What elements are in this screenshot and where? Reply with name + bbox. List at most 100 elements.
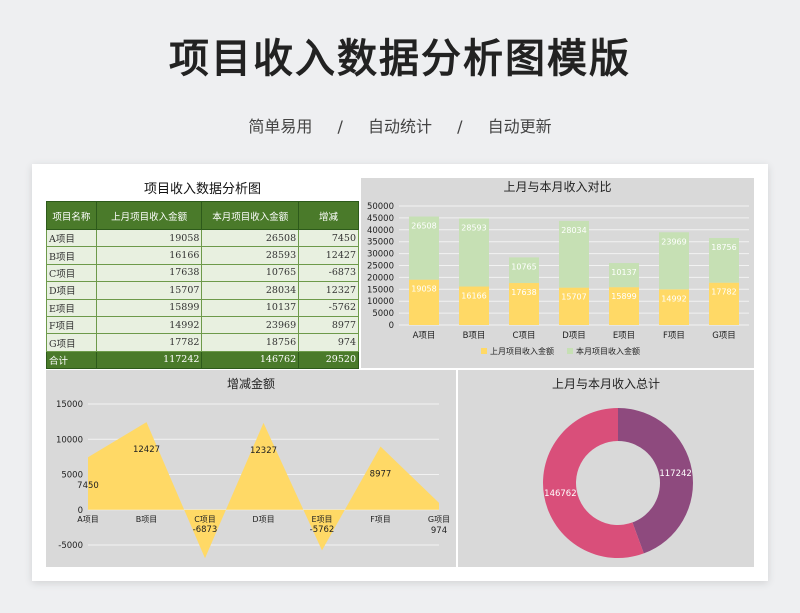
y-tick-label: 50000 bbox=[367, 202, 394, 212]
cell-name: B项目 bbox=[46, 246, 97, 265]
data-table: 项目名称 上月项目收入金额 本月项目收入金额 增减 A项目 19058 26508 7… bbox=[46, 201, 359, 370]
y-tick-label: 30000 bbox=[367, 250, 394, 260]
cell-last: 15707 bbox=[95, 281, 203, 300]
donut-chart-title: 上月与本月收入总计 bbox=[551, 377, 660, 391]
bar bbox=[459, 218, 489, 287]
data-label: 974 bbox=[431, 526, 447, 536]
donut-chart-box: 上月与本月收入总计 117242 146762 bbox=[458, 370, 754, 567]
data-label: 8977 bbox=[370, 469, 392, 479]
cell-this: 10765 bbox=[201, 263, 300, 283]
cell-this: 18756 bbox=[201, 333, 300, 352]
cell-this: 28593 bbox=[201, 246, 300, 265]
table-row: E项目 15899 10137 -5762 bbox=[46, 298, 359, 317]
cell-last: 15899 bbox=[95, 298, 203, 317]
tag-auto-update: 自动更新 bbox=[487, 117, 552, 136]
bar-value-label: 28034 bbox=[561, 226, 586, 235]
cell-diff: 8977 bbox=[298, 315, 359, 335]
y-tick-label: 0 bbox=[78, 506, 83, 516]
slice-label: 146762 bbox=[544, 489, 576, 499]
area-fill bbox=[88, 422, 439, 559]
cell-last: 19058 bbox=[95, 228, 203, 248]
cell-name: D项目 bbox=[46, 281, 97, 300]
tag-easy: 简单易用 bbox=[248, 117, 313, 136]
table-row: A项目 19058 26508 7450 bbox=[46, 228, 359, 248]
tag-divider-1: / bbox=[337, 117, 343, 136]
data-label: 7450 bbox=[77, 481, 99, 491]
bar-value-label: 10137 bbox=[611, 268, 636, 277]
y-tick-label: 45000 bbox=[367, 214, 394, 224]
cell-this: 10137 bbox=[201, 298, 300, 317]
bar-value-label: 14992 bbox=[661, 294, 686, 303]
bar bbox=[609, 287, 639, 325]
legend-label: 本月项目收入金额 bbox=[576, 346, 640, 356]
cell-last: 17782 bbox=[95, 333, 203, 352]
bar-chart-box: 上月与本月收入对比 0 5000 10000 15000 20000 25000 30000… bbox=[361, 178, 754, 368]
x-tick-label: F项目 bbox=[663, 331, 685, 341]
bar-value-label: 15899 bbox=[611, 292, 636, 301]
cell-diff: 12427 bbox=[298, 246, 359, 265]
cell-name: F项目 bbox=[46, 315, 97, 335]
area-chart-box: 增减金额 -5000 0 5000 10000 15000 7450 A项目 12427 B项目… bbox=[46, 370, 456, 567]
cell-diff: 974 bbox=[298, 333, 359, 352]
y-tick-label: 15000 bbox=[367, 285, 394, 295]
data-label: -5762 bbox=[310, 525, 335, 535]
area-chart: -5000 0 5000 10000 15000 7450 A项目 12427 B项目 -6873… bbox=[56, 400, 450, 559]
x-tick-label: C项目 bbox=[194, 515, 216, 524]
table-row: C项目 17638 10765 -6873 bbox=[46, 263, 359, 283]
donut-slice bbox=[543, 408, 644, 558]
bar bbox=[509, 257, 539, 284]
bar-value-label: 18756 bbox=[711, 243, 736, 252]
cell-name: G项目 bbox=[46, 333, 97, 352]
table-row: G项目 17782 18756 974 bbox=[46, 333, 359, 352]
bar-value-label: 17782 bbox=[711, 288, 736, 297]
col-header-last: 上月项目收入金额 bbox=[95, 201, 203, 230]
table-total-row: 合计 117242 146762 29520 bbox=[46, 350, 359, 370]
x-tick-label: B项目 bbox=[136, 515, 158, 524]
bar bbox=[409, 216, 439, 280]
data-label: 12427 bbox=[133, 445, 160, 455]
bar-value-label: 15707 bbox=[561, 293, 586, 302]
bar-value-label: 16166 bbox=[461, 292, 486, 301]
cell-this: 23969 bbox=[201, 315, 300, 335]
bar bbox=[659, 232, 689, 290]
total-label: 合计 bbox=[46, 350, 97, 370]
bar bbox=[559, 287, 589, 325]
y-tick-label: 10000 bbox=[56, 435, 83, 445]
x-tick-label: B项目 bbox=[463, 331, 486, 341]
y-tick-label: 40000 bbox=[367, 226, 394, 236]
cell-this: 28034 bbox=[201, 281, 300, 300]
cell-diff: 7450 bbox=[298, 228, 359, 248]
area-chart-title: 增减金额 bbox=[226, 377, 275, 391]
total-diff: 29520 bbox=[298, 350, 359, 370]
legend-swatch bbox=[567, 348, 573, 354]
bar-value-label: 10765 bbox=[511, 262, 536, 271]
y-tick-label: 5000 bbox=[61, 471, 83, 481]
y-tick-label: 25000 bbox=[367, 262, 394, 272]
tag-auto-stat: 自动统计 bbox=[367, 117, 432, 136]
cell-diff: -5762 bbox=[298, 298, 359, 317]
x-tick-label: E项目 bbox=[613, 331, 635, 341]
cell-last: 16166 bbox=[95, 246, 203, 265]
page-title: 项目收入数据分析图模版 bbox=[169, 36, 631, 82]
x-tick-label: D项目 bbox=[562, 331, 586, 341]
bar bbox=[609, 263, 639, 288]
cell-this: 26508 bbox=[201, 228, 300, 248]
slice-label: 117242 bbox=[659, 469, 691, 479]
y-tick-label: 5000 bbox=[372, 309, 394, 319]
table-row: F项目 14992 23969 8977 bbox=[46, 315, 359, 335]
bar-value-label: 23969 bbox=[661, 237, 686, 246]
bar bbox=[509, 283, 539, 325]
bar-chart-title: 上月与本月收入对比 bbox=[503, 180, 612, 194]
subtitle-tags: 简单易用 / 自动统计 / 自动更新 bbox=[0, 113, 800, 137]
y-tick-label: 35000 bbox=[367, 238, 394, 248]
data-table-section: 项目收入数据分析图 项目名称 上月项目收入金额 本月项目收入金额 增减 A项目 1… bbox=[46, 178, 359, 370]
bar-value-label: 19058 bbox=[411, 285, 436, 294]
donut-chart: 117242 146762 bbox=[543, 408, 694, 558]
x-tick-label: G项目 bbox=[428, 515, 450, 524]
cell-diff: -6873 bbox=[298, 263, 359, 283]
bar bbox=[459, 286, 489, 325]
cell-name: E项目 bbox=[46, 298, 97, 317]
x-tick-label: C项目 bbox=[513, 331, 536, 341]
table-header-row: 项目名称 上月项目收入金额 本月项目收入金额 增减 bbox=[46, 201, 359, 230]
